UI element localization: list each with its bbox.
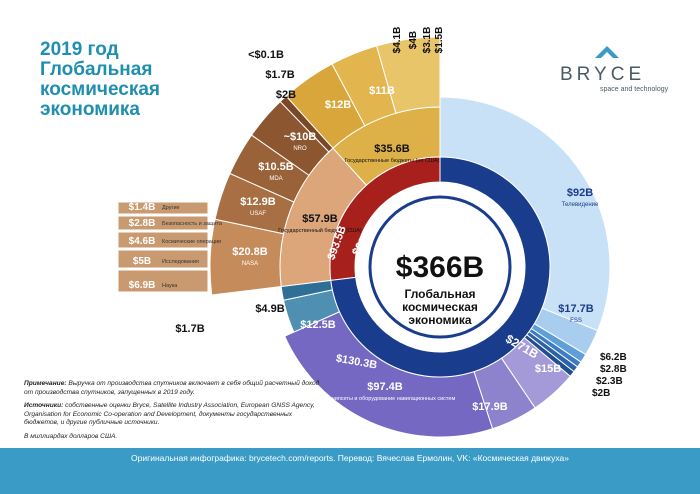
- noaa-value: $1.7B: [265, 69, 294, 81]
- broadband-value: $2.8B: [600, 364, 627, 375]
- launch-value: $4.9B: [255, 303, 284, 315]
- nasa-label: NASA: [242, 261, 258, 267]
- industry-sector-wedge: [330, 156, 551, 378]
- manufacturing-value: $12.5B: [300, 319, 336, 331]
- television-value: $92B: [567, 187, 593, 199]
- footer: Оригинальная инфографика: brycetech.com/…: [0, 448, 700, 494]
- footer-credit: Оригинальная инфографика: brycetech.com/…: [131, 453, 569, 463]
- nasa-breakdown-value: $6.9B: [129, 280, 156, 291]
- non-us-budget-label: Государственные бюджеты (не США): [344, 158, 439, 164]
- non-us-budget-value: $35.6B: [374, 143, 410, 155]
- fss-value: $17.7B: [558, 303, 594, 315]
- non-us-country-value: $3.1B: [422, 27, 433, 54]
- usaf-value: $12.9B: [240, 196, 276, 208]
- title-line-2: Глобальная: [40, 59, 153, 80]
- europe-value: $12B: [325, 99, 351, 111]
- non-us-rest-wedge: [375, 36, 441, 114]
- other-us-value: $2B: [276, 89, 296, 101]
- sunburst-chart: $6.9B Наука $5B Исследования $4.6B Космически…: [117, 27, 627, 438]
- total-label-line: экономика: [408, 313, 471, 327]
- nasa-value: $20.8B: [232, 246, 268, 258]
- nasa-breakdown-label: Безопасность и защита: [162, 221, 223, 227]
- nasa-breakdown-bar: [117, 249, 209, 269]
- us-budget-value: $57.9B: [302, 213, 338, 225]
- space-force-value: <$0.1B: [248, 49, 284, 61]
- nasa-breakdown-value: $2.8B: [129, 218, 156, 229]
- nasa-breakdown-value: $1.4B: [129, 202, 156, 213]
- nro-label: NRO: [293, 146, 307, 152]
- non-us-country-value: $1.5B: [434, 27, 445, 54]
- title-line-3: космическая: [40, 79, 160, 100]
- sources-paragraph: Источники: собственные оценки Bryce, Sat…: [24, 402, 324, 428]
- usaf-label: USAF: [250, 211, 266, 217]
- nasa-breakdown-bar: [117, 201, 209, 215]
- non-us-country-value: $4B: [408, 31, 419, 49]
- mda-label: MDA: [269, 176, 282, 182]
- mobile-value: $2B: [592, 388, 610, 399]
- nasa-breakdown-value: $5B: [133, 256, 151, 267]
- nasa-breakdown-bar: [117, 269, 209, 293]
- brand-subtitle: space and technology: [600, 86, 669, 93]
- nasa-breakdown-value: $4.6B: [129, 236, 156, 247]
- television-label: Телевидение: [562, 202, 599, 208]
- china-value: $11B: [369, 85, 395, 97]
- total-value: $366B: [396, 251, 484, 284]
- note-text: Выручка от производства спутников включа…: [24, 380, 320, 396]
- network-value: $15B: [535, 363, 561, 375]
- crewed-flights-value: $1.7B: [175, 323, 204, 335]
- us-budget-label: Государственный бюджет (США): [278, 227, 362, 234]
- remote-sensing-value: $2.3B: [596, 376, 623, 387]
- fss-label: FSS: [570, 318, 582, 324]
- bryce-logo-icon: [595, 46, 619, 58]
- total-label-line: космическая: [402, 300, 478, 314]
- nasa-breakdown-label: Другие: [162, 205, 180, 211]
- sources-label: Источники:: [24, 402, 64, 409]
- radio-value: $6.2B: [600, 352, 627, 363]
- notes: Примечание: Выручка от производства спут…: [24, 380, 324, 446]
- nasa-breakdown-bar: [117, 231, 209, 249]
- title-line-1: 2019 год: [40, 39, 119, 60]
- non-us-country-value: $4.1B: [392, 27, 403, 54]
- sources-text: собственные оценки Bryce, Satellite Indu…: [24, 402, 315, 426]
- gnss-label: GNSS чипсеты и оборудование навигационны…: [315, 396, 456, 402]
- gnss-value: $97.4B: [367, 381, 403, 393]
- nro-value: ~$10B: [284, 131, 317, 143]
- units-note: В миллиардах долларов США.: [24, 432, 118, 440]
- note-paragraph: Примечание: Выручка от производства спут…: [24, 380, 324, 397]
- nasa-breakdown-label: Космические операции: [162, 239, 221, 245]
- title-line-4: экономика: [40, 99, 141, 120]
- nasa-breakdown-label: Наука: [162, 283, 178, 289]
- nasa-breakdown-label: Исследования: [162, 259, 199, 265]
- nasa-breakdown-bar: [117, 215, 209, 231]
- brand-name: BRYCE: [560, 64, 646, 85]
- total-label-line: Глобальная: [404, 287, 475, 301]
- mda-value: $10.5B: [258, 161, 294, 173]
- note-label: Примечание:: [24, 380, 67, 387]
- tv-terminals-value: $17.9B: [472, 401, 508, 413]
- center-circle: [368, 195, 512, 339]
- page-title: 2019 год Глобальная космическая экономик…: [40, 40, 210, 120]
